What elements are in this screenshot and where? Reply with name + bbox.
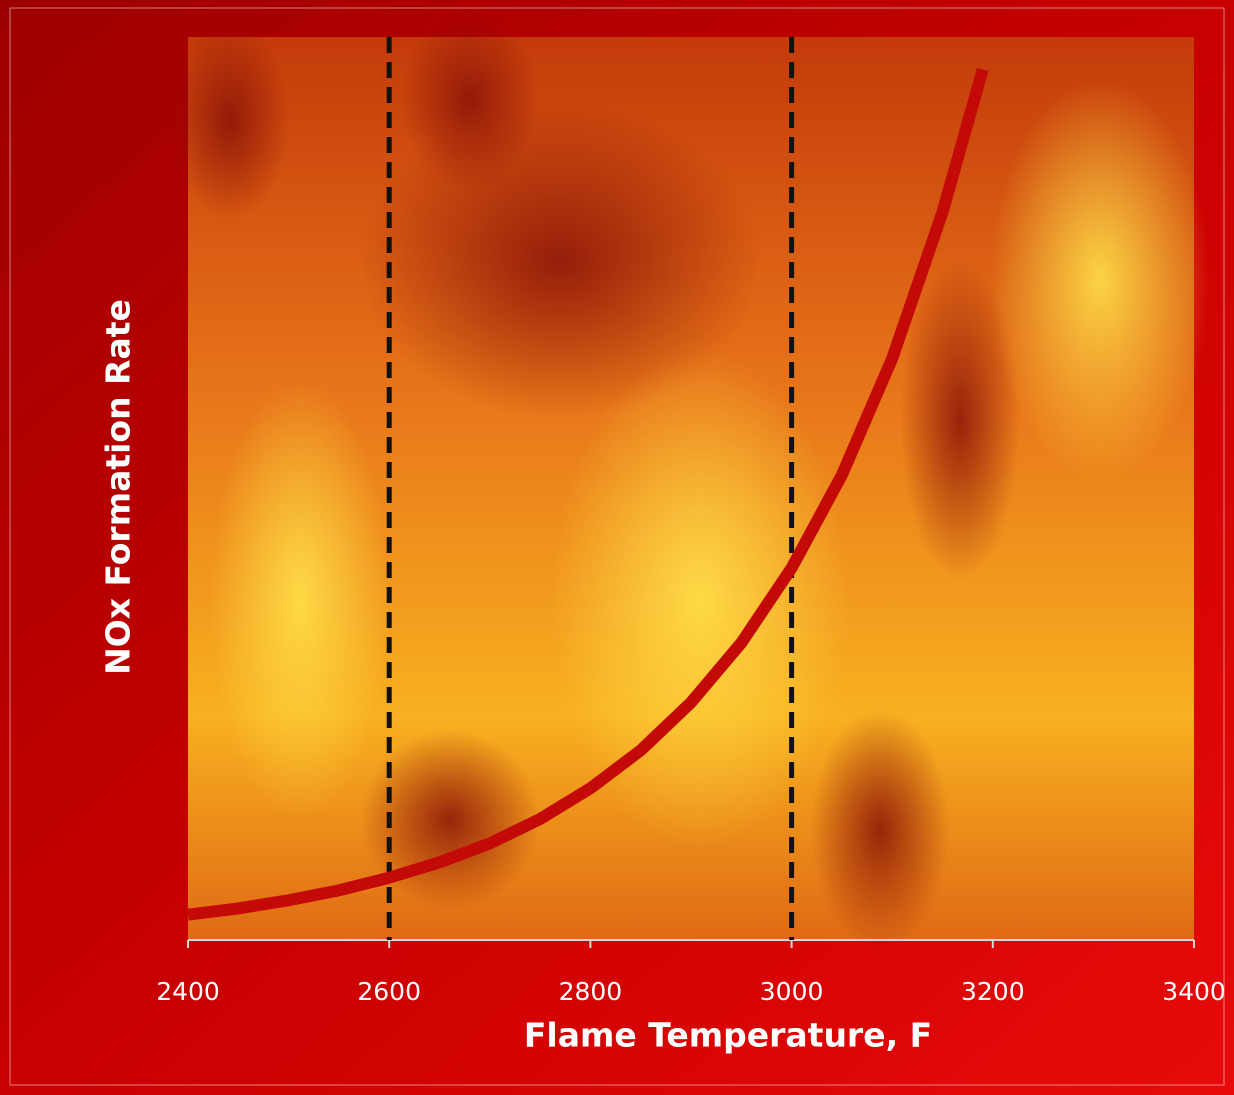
x-tick-label: 3400 xyxy=(1162,977,1226,1006)
x-tick-label: 2600 xyxy=(357,977,421,1006)
flame-glow xyxy=(210,380,390,820)
flame-glow xyxy=(990,80,1210,480)
flame-shade xyxy=(810,710,950,950)
flame-glow xyxy=(550,350,850,850)
x-axis-title: Flame Temperature, F xyxy=(524,1016,932,1055)
flame-shade xyxy=(170,20,290,220)
x-tick-label: 2400 xyxy=(156,977,220,1006)
y-axis-title: NOx Formation Rate xyxy=(99,299,138,675)
x-tick-label: 3200 xyxy=(961,977,1025,1006)
page: Flame Temperature, F NOx Formation Rate … xyxy=(0,0,1234,1095)
chart: Flame Temperature, F NOx Formation Rate … xyxy=(0,0,1234,1095)
x-tick-label: 2800 xyxy=(559,977,623,1006)
plot-area xyxy=(170,10,1210,950)
flame-shade xyxy=(400,10,540,190)
x-tick-label: 3000 xyxy=(760,977,824,1006)
